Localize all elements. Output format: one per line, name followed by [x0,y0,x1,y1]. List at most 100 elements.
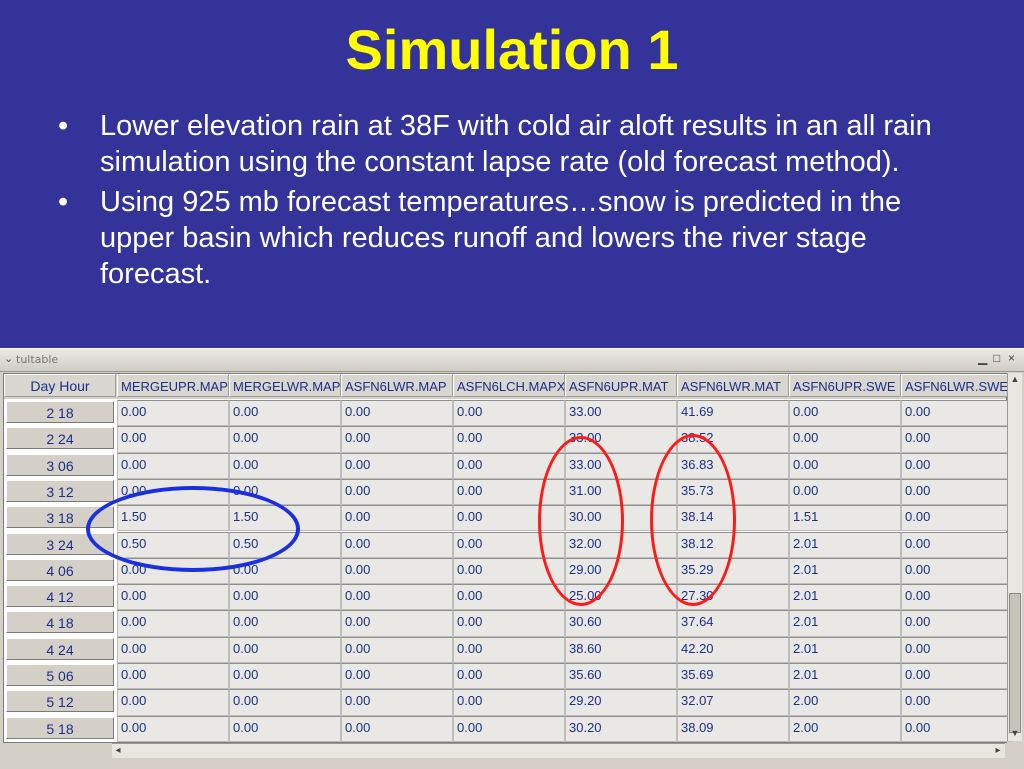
row-header[interactable]: 4 06 [6,558,114,581]
scroll-up-icon[interactable]: ▲ [1010,374,1020,384]
table-cell[interactable]: 0.00 [453,426,565,453]
table-cell[interactable]: 0.00 [117,426,229,453]
table-cell[interactable]: 0.00 [901,400,1013,427]
row-header[interactable]: 3 24 [6,532,114,555]
table-cell[interactable]: 32.07 [677,689,789,716]
window-titlebar[interactable]: ⌄ tultable ▁ □ × [0,349,1024,372]
table-cell[interactable]: 42.20 [677,636,789,663]
table-cell[interactable]: 2.01 [789,557,901,585]
table-cell[interactable]: 0.00 [453,400,565,427]
table-cell[interactable]: 0.00 [229,715,341,742]
horizontal-scrollbar[interactable]: ◂ ▸ [112,743,1005,758]
table-cell[interactable]: 0.00 [341,531,453,558]
table-cell[interactable]: 0.00 [901,689,1013,716]
table-cell[interactable]: 0.00 [453,452,565,479]
table-cell[interactable]: 0.00 [341,689,453,716]
row-header[interactable]: 4 24 [6,637,114,660]
table-cell[interactable]: 0.00 [901,715,1013,742]
table-cell[interactable]: 0.00 [341,505,453,532]
row-header[interactable]: 5 12 [6,690,114,713]
table-cell[interactable]: 0.00 [901,531,1013,558]
table-cell[interactable]: 35.69 [677,663,789,690]
table-cell[interactable]: 38.09 [677,715,789,742]
vertical-scrollbar[interactable]: ▲ ▼ [1007,373,1022,741]
column-header[interactable]: ASFN6LWR.MAP [341,374,453,397]
table-cell[interactable]: 0.00 [117,689,229,716]
table-cell[interactable]: 38.60 [565,636,677,663]
column-header[interactable]: ASFN6LWR.SWE [901,374,1013,397]
table-cell[interactable]: 0.00 [229,584,341,611]
table-cell[interactable]: 0.00 [117,452,229,479]
table-cell[interactable]: 0.00 [453,715,565,742]
table-cell[interactable]: 0.00 [117,636,229,663]
chevron-down-icon[interactable]: ⌄ [4,353,14,365]
table-cell[interactable]: 30.20 [565,715,677,742]
table-cell[interactable]: 0.00 [229,689,341,716]
table-cell[interactable]: 2.01 [789,663,901,690]
table-cell[interactable]: 0.00 [901,636,1013,663]
table-cell[interactable]: 0.00 [229,610,341,637]
table-cell[interactable]: 35.60 [565,663,677,690]
table-cell[interactable]: 0.00 [453,689,565,716]
scroll-down-icon[interactable]: ▼ [1010,728,1020,738]
table-cell[interactable]: 0.00 [341,584,453,611]
table-cell[interactable]: 33.00 [565,400,677,427]
table-cell[interactable]: 0.00 [901,478,1013,506]
table-cell[interactable]: 0.00 [229,426,341,453]
table-cell[interactable]: 0.00 [901,663,1013,690]
table-cell[interactable]: 0.00 [453,636,565,663]
row-header[interactable]: 4 12 [6,585,114,608]
row-header[interactable]: 5 06 [6,664,114,686]
table-cell[interactable]: 0.00 [117,400,229,427]
table-cell[interactable]: 2.01 [789,531,901,558]
table-cell[interactable]: 0.00 [341,557,453,585]
table-cell[interactable]: 37.64 [677,610,789,637]
table-cell[interactable]: 2.00 [789,715,901,742]
table-cell[interactable]: 2.00 [789,689,901,716]
table-cell[interactable]: 0.00 [901,557,1013,585]
scroll-left-icon[interactable]: ◂ [115,745,121,756]
table-cell[interactable]: 0.00 [789,478,901,506]
column-header[interactable]: ASFN6LCH.MAPX [453,374,565,397]
column-header[interactable]: ASFN6UPR.SWE [789,374,901,397]
table-cell[interactable]: 0.00 [901,426,1013,453]
table-cell[interactable]: 0.00 [453,610,565,637]
scroll-thumb[interactable] [1009,593,1021,733]
table-cell[interactable]: 0.00 [229,400,341,427]
table-cell[interactable]: 0.00 [789,400,901,427]
maximize-button[interactable]: □ [993,351,1001,365]
table-cell[interactable]: 2.01 [789,636,901,663]
table-cell[interactable]: 0.00 [341,426,453,453]
table-cell[interactable]: 0.00 [229,663,341,690]
table-cell[interactable]: 2.01 [789,584,901,611]
row-header[interactable]: 3 06 [6,453,114,476]
table-cell[interactable]: 41.69 [677,400,789,427]
table-cell[interactable]: 0.00 [229,636,341,663]
table-cell[interactable]: 29.20 [565,689,677,716]
table-cell[interactable]: 0.00 [117,663,229,690]
table-cell[interactable]: 0.00 [789,452,901,479]
row-header[interactable]: 5 18 [6,716,114,739]
row-header[interactable]: 4 18 [6,611,114,634]
table-cell[interactable]: 0.00 [117,584,229,611]
table-cell[interactable]: 0.00 [117,610,229,637]
table-cell[interactable]: 0.00 [341,636,453,663]
close-button[interactable]: × [1008,351,1016,365]
table-cell[interactable]: 0.00 [229,452,341,479]
column-header[interactable]: MERGELWR.MAP [229,374,341,397]
table-cell[interactable]: 0.00 [341,452,453,479]
row-header[interactable]: 3 12 [6,479,114,502]
scroll-right-icon[interactable]: ▸ [995,745,1001,756]
table-cell[interactable]: 0.00 [901,584,1013,611]
table-cell[interactable]: 0.00 [341,715,453,742]
table-cell[interactable]: 1.51 [789,505,901,532]
minimize-button[interactable]: ▁ [978,351,988,365]
table-cell[interactable]: 0.00 [341,663,453,690]
table-cell[interactable]: 0.00 [453,584,565,611]
column-header[interactable]: ASFN6LWR.MAT [677,374,789,397]
table-cell[interactable]: 0.00 [901,505,1013,532]
table-cell[interactable]: 0.00 [901,452,1013,479]
table-cell[interactable]: 0.00 [341,478,453,506]
row-header[interactable]: 2 18 [6,401,114,423]
table-cell[interactable]: 0.00 [453,663,565,690]
